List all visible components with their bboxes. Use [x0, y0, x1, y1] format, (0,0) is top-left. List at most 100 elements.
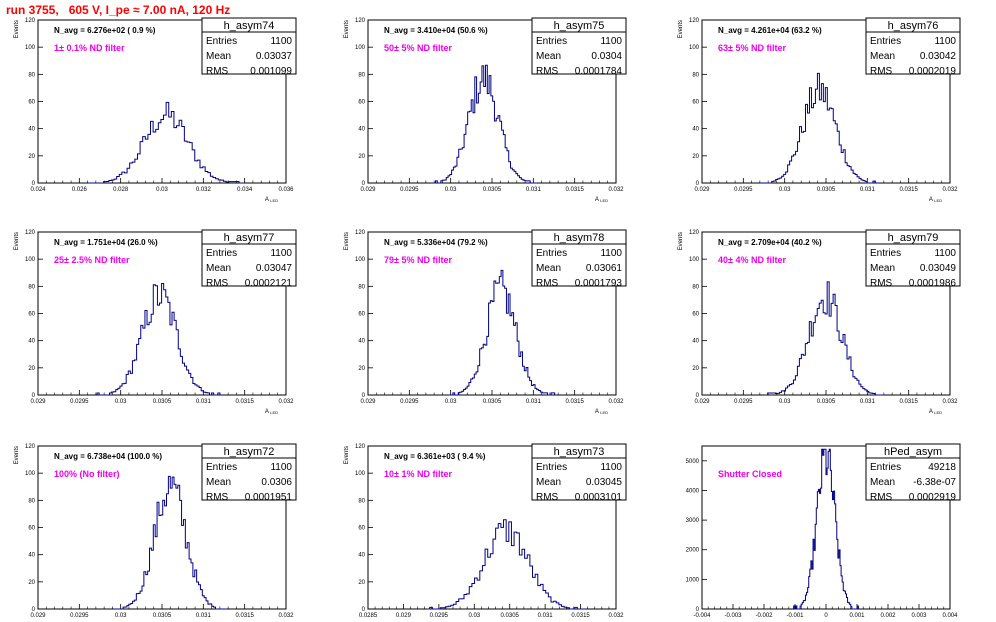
stats-key: Entries: [536, 36, 567, 47]
x-tick-label: 0.028: [113, 187, 129, 193]
page-title: run 3755, 605 V, I_pe ≈ 7.00 nA, 120 Hz: [6, 3, 231, 17]
y-axis-title: Events: [14, 20, 20, 38]
x-tick-label: 0.029: [360, 399, 376, 405]
stats-key: RMS: [536, 66, 559, 77]
y-tick-label: 100: [355, 257, 366, 263]
x-tick-label: 0.0315: [565, 187, 584, 193]
x-tick-label: -0.001: [786, 613, 804, 619]
y-tick-label: 20: [692, 366, 699, 372]
x-axis-title: A LED: [929, 409, 942, 415]
stats-value: 0.0002919: [909, 492, 957, 503]
stats-key: Entries: [536, 248, 567, 259]
y-axis-title: Events: [14, 232, 20, 250]
stats-key: Mean: [206, 477, 231, 488]
y-tick-label: 80: [692, 284, 699, 290]
y-tick-label: 100: [689, 257, 700, 263]
y-tick-label: 80: [358, 72, 365, 78]
y-tick-label: 100: [355, 471, 366, 477]
y-axis-title: Events: [344, 446, 350, 464]
y-tick-label: 20: [692, 154, 699, 160]
y-tick-label: 100: [25, 471, 36, 477]
x-tick-label: 0.03: [115, 613, 127, 619]
y-tick-label: 120: [355, 444, 366, 450]
y-tick-label: 120: [25, 444, 36, 450]
stats-value: 0.0002121: [245, 278, 293, 289]
y-axis-title: Events: [678, 232, 684, 250]
stats-value: 1100: [270, 248, 292, 259]
n-avg-label: N_avg = 3.410e+04 (50.6 %): [384, 26, 488, 35]
y-tick-label: 0: [362, 393, 366, 399]
n-avg-label: N_avg = 1.751e+04 (26.0 %): [54, 238, 158, 247]
stats-title: h_asym77: [224, 232, 275, 244]
histogram-panel-h_asym78: 0.029 0.0295 0.03 0.0305 0.031 0.0315 0.032 0 20…: [344, 229, 627, 415]
histogram-panel-hPed_asym: -0.004 -0.003 -0.002 -0.001 0 0.001 0.002 0.003…: [686, 443, 961, 619]
stats-title: h_asym74: [224, 20, 275, 32]
x-tick-label: 0.0305: [483, 187, 502, 193]
y-tick-label: 120: [25, 230, 36, 236]
x-tick-label: 0.031: [196, 613, 212, 619]
stats-value: 0.0001951: [245, 492, 293, 503]
x-tick-label: 0.031: [526, 399, 542, 405]
stats-key: Mean: [206, 263, 231, 274]
stats-key: Mean: [536, 477, 561, 488]
x-tick-label: 0.031: [196, 399, 212, 405]
y-tick-label: 20: [358, 366, 365, 372]
y-tick-label: 60: [692, 100, 699, 106]
y-tick-label: 0: [32, 181, 36, 187]
x-tick-label: 0.0305: [817, 187, 836, 193]
n-avg-label: N_avg = 6.361e+03 ( 9.4 %): [384, 452, 486, 461]
stats-box: [531, 17, 627, 75]
stats-key: Mean: [870, 51, 895, 62]
x-tick-label: 0.032: [608, 399, 624, 405]
stats-value: 0.0306: [261, 477, 292, 488]
stats-value: 1100: [934, 36, 956, 47]
y-tick-label: 40: [358, 339, 365, 345]
stats-key: Entries: [870, 248, 901, 259]
y-tick-label: 120: [689, 230, 700, 236]
y-tick-label: 0: [362, 607, 366, 613]
stats-box: [865, 443, 961, 501]
x-tick-label: 0.026: [72, 187, 88, 193]
x-tick-label: 0.029: [694, 187, 710, 193]
stats-value: 0.0001986: [909, 278, 957, 289]
y-tick-label: 0: [696, 181, 700, 187]
y-tick-label: 0: [32, 393, 36, 399]
x-tick-label: 0.0295: [400, 187, 419, 193]
x-tick-label: 0.0305: [153, 399, 172, 405]
stats-box: [201, 443, 297, 501]
n-avg-label: N_avg = 6.276e+02 ( 0.9 %): [54, 26, 156, 35]
stats-title: h_asym72: [224, 446, 275, 458]
histogram-bars: [96, 282, 223, 396]
y-tick-label: 120: [355, 230, 366, 236]
stats-key: RMS: [870, 492, 893, 503]
stats-key: Mean: [870, 477, 895, 488]
x-tick-label: 0.002: [880, 613, 896, 619]
stats-value: 1100: [934, 248, 956, 259]
stats-key: RMS: [206, 278, 229, 289]
y-tick-label: 20: [28, 366, 35, 372]
x-tick-label: 0.029: [694, 399, 710, 405]
y-tick-label: 100: [689, 45, 700, 51]
x-tick-label: 0.003: [911, 613, 927, 619]
x-tick-label: 0.03: [445, 399, 457, 405]
stats-key: RMS: [536, 278, 559, 289]
histogram-panel-h_asym79: 0.029 0.0295 0.03 0.0305 0.031 0.0315 0.032 0 20…: [678, 229, 961, 415]
x-tick-label: 0.031: [538, 613, 554, 619]
y-tick-label: 120: [355, 18, 366, 24]
stats-title: h_asym78: [554, 232, 605, 244]
x-tick-label: 0: [824, 613, 828, 619]
histogram-bars: [765, 281, 885, 396]
x-tick-label: 0.029: [30, 399, 46, 405]
x-tick-label: 0.0315: [565, 399, 584, 405]
y-tick-label: 60: [358, 526, 365, 532]
stats-value: -6.38e-07: [913, 477, 956, 488]
n-avg-label: N_avg = 6.738e+04 (100.0 %): [54, 452, 162, 461]
filter-note: 63± 5% ND filter: [718, 43, 786, 53]
stats-value: 0.03042: [920, 51, 957, 62]
stats-title: h_asym79: [888, 232, 939, 244]
x-tick-label: 0.03: [468, 613, 480, 619]
y-axis-title: Events: [678, 20, 684, 38]
stats-value: 1100: [270, 462, 292, 473]
x-tick-label: 0.029: [360, 187, 376, 193]
x-tick-label: 0.0315: [571, 613, 590, 619]
